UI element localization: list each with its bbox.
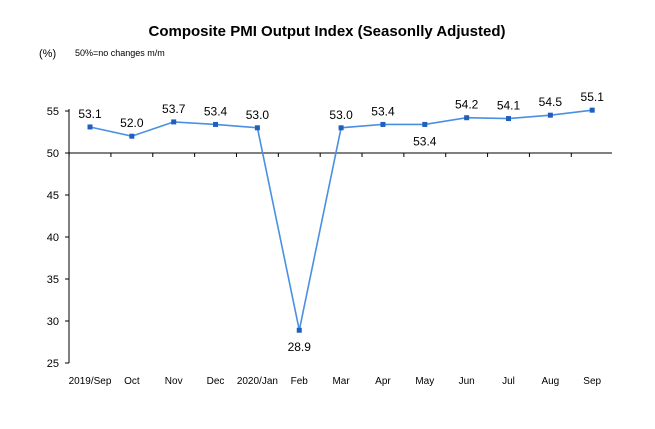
- data-label: 53.4: [204, 104, 228, 118]
- data-point: [422, 121, 428, 127]
- data-point: [254, 125, 260, 131]
- data-point: [213, 121, 219, 127]
- data-label: 54.2: [455, 98, 479, 112]
- data-labels: 53.1 52.0 53.7 53.4 53.0 28.9 53.0 53.4 53.4 54.2…: [78, 90, 604, 354]
- data-point: [296, 327, 302, 333]
- x-tick-labels: 2019/Sep Oct Nov Dec 2020/Jan Feb Mar Apr May Jun…: [69, 376, 602, 387]
- data-label: 52.0: [120, 116, 144, 130]
- data-label: 53.4: [413, 134, 437, 148]
- chart-title: Composite PMI Output Index (Seasonlly Ad…: [149, 23, 506, 40]
- data-label: 53.7: [162, 102, 186, 116]
- y-tick-label: 50: [47, 148, 59, 160]
- x-tick-label: Aug: [541, 376, 559, 387]
- y-tick-label: 40: [47, 232, 59, 244]
- data-point: [171, 119, 177, 125]
- y-tick-labels: 25 30 35 40 45 50 55: [47, 106, 59, 370]
- data-point: [380, 121, 386, 127]
- x-tick-label: Dec: [207, 376, 225, 387]
- x-tick-label: May: [415, 376, 434, 387]
- y-tick-label: 30: [47, 316, 59, 328]
- y-tick-label: 45: [47, 190, 59, 202]
- x-tick-label: Sep: [583, 376, 601, 387]
- data-label: 53.0: [246, 108, 270, 122]
- data-label: 54.5: [539, 95, 563, 109]
- y-tick-label: 35: [47, 274, 59, 286]
- data-point: [547, 112, 553, 118]
- unit-label: (%): [39, 48, 56, 60]
- series-line: [87, 107, 595, 333]
- data-point: [506, 116, 511, 122]
- x-tick-label: 2020/Jan: [237, 376, 278, 387]
- data-label: 53.0: [329, 108, 353, 122]
- data-point: [129, 133, 135, 139]
- x-tick-label: 2019/Sep: [69, 376, 112, 387]
- data-point: [87, 124, 93, 130]
- data-point: [338, 125, 344, 131]
- note-label: 50%=no changes m/m: [75, 48, 165, 58]
- data-label: 28.9: [288, 340, 312, 354]
- data-point: [464, 115, 470, 121]
- x-tick-label: Mar: [332, 376, 350, 387]
- x-tick-label: Nov: [165, 376, 183, 387]
- axes: [65, 109, 612, 364]
- y-tick-label: 25: [47, 358, 59, 370]
- x-tick-label: Jun: [459, 376, 475, 387]
- data-label: 53.4: [371, 104, 395, 118]
- data-label: 53.1: [78, 107, 102, 121]
- data-point: [589, 107, 595, 113]
- y-tick-label: 55: [47, 106, 59, 118]
- data-label: 54.1: [497, 99, 521, 113]
- x-tick-label: Oct: [124, 376, 140, 387]
- series-line-path: [89, 109, 593, 331]
- x-tick-label: Feb: [291, 376, 309, 387]
- data-label: 55.1: [581, 90, 605, 104]
- x-tick-label: Jul: [502, 376, 515, 387]
- x-tick-label: Apr: [375, 376, 391, 387]
